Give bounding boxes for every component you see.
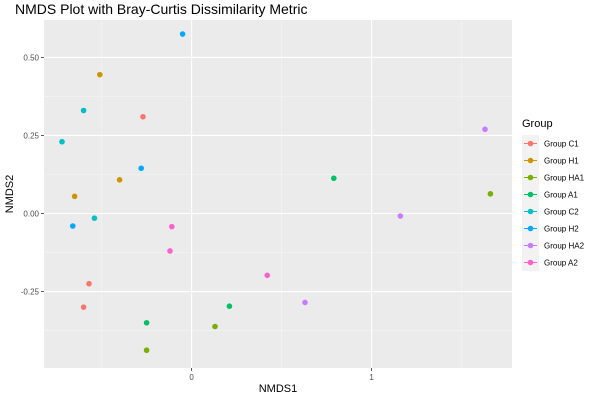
data-point-group-h2 — [179, 31, 186, 37]
data-point-group-c2 — [80, 107, 87, 114]
data-point-group-ha2 — [302, 299, 308, 306]
legend-key-point-group-ha2 — [527, 242, 534, 249]
legend-label-group-c1: Group C1 — [544, 140, 579, 149]
chart-title: NMDS Plot with Bray-Curtis Dissimilarity… — [15, 1, 307, 17]
legend-label-group-a2: Group A2 — [544, 259, 578, 268]
legend-title: Group — [522, 118, 553, 130]
data-point-group-h1 — [97, 71, 103, 78]
data-point-group-ha1 — [212, 323, 218, 330]
legend-key-point-group-h1 — [527, 157, 534, 164]
y-tick-label: 0.50 — [23, 53, 39, 62]
data-point-group-a2 — [264, 272, 271, 279]
y-axis-title: NMDS2 — [4, 175, 16, 214]
data-point-group-a1 — [226, 303, 233, 310]
legend-label-group-a1: Group A1 — [544, 191, 578, 200]
minor-gridlines — [44, 20, 512, 368]
legend-label-group-h2: Group H2 — [544, 225, 579, 234]
legend-label-group-h1: Group H1 — [544, 157, 579, 166]
data-point-group-a2 — [167, 248, 173, 254]
x-tick-label: 0 — [189, 373, 194, 382]
legend-key-point-group-ha1 — [527, 174, 534, 181]
data-point-group-h2 — [70, 223, 76, 229]
y-tick-label: -0.25 — [21, 288, 40, 297]
legend-label-group-ha2: Group HA2 — [544, 242, 585, 251]
data-point-group-a1 — [331, 175, 337, 182]
data-point-group-h1 — [71, 193, 78, 200]
data-point-group-a2 — [169, 223, 175, 230]
axis-tick-labels: 0 1 0.50 0.25 0.00 -0.25 — [21, 53, 375, 382]
data-point-group-c2 — [91, 215, 98, 221]
data-point-group-c1 — [140, 113, 146, 120]
data-point-group-ha2 — [397, 213, 404, 219]
data-point-group-ha1 — [487, 191, 494, 197]
data-point-group-h1 — [116, 176, 123, 183]
data-point-group-ha1 — [143, 347, 150, 354]
data-point-group-c1 — [86, 280, 92, 287]
axis-ticks — [41, 57, 373, 371]
legend-key-point-group-a1 — [527, 191, 534, 198]
plot-panel — [44, 20, 512, 368]
legend-items: Group C1 Group H1 Group HA1 Group A1 Group C… — [522, 135, 585, 271]
legend-key-point-group-h2 — [527, 225, 534, 232]
data-point-group-h2 — [138, 165, 144, 172]
data-point-group-c1 — [80, 304, 87, 310]
x-tick-label: 1 — [369, 373, 374, 382]
major-gridlines — [44, 20, 512, 368]
y-tick-label: 0.00 — [23, 210, 39, 219]
legend-label-group-c2: Group C2 — [544, 208, 579, 217]
data-point-group-c2 — [59, 138, 65, 145]
legend-key-point-group-c1 — [527, 140, 534, 147]
data-point-group-ha2 — [482, 126, 488, 133]
data-point-group-a1 — [143, 319, 150, 326]
y-tick-label: 0.25 — [23, 131, 39, 140]
data-points — [59, 31, 494, 354]
x-axis-title: NMDS1 — [259, 383, 298, 395]
legend-key-point-group-c2 — [527, 208, 534, 215]
legend-key-point-group-a2 — [527, 259, 534, 266]
legend-label-group-ha1: Group HA1 — [544, 174, 585, 183]
